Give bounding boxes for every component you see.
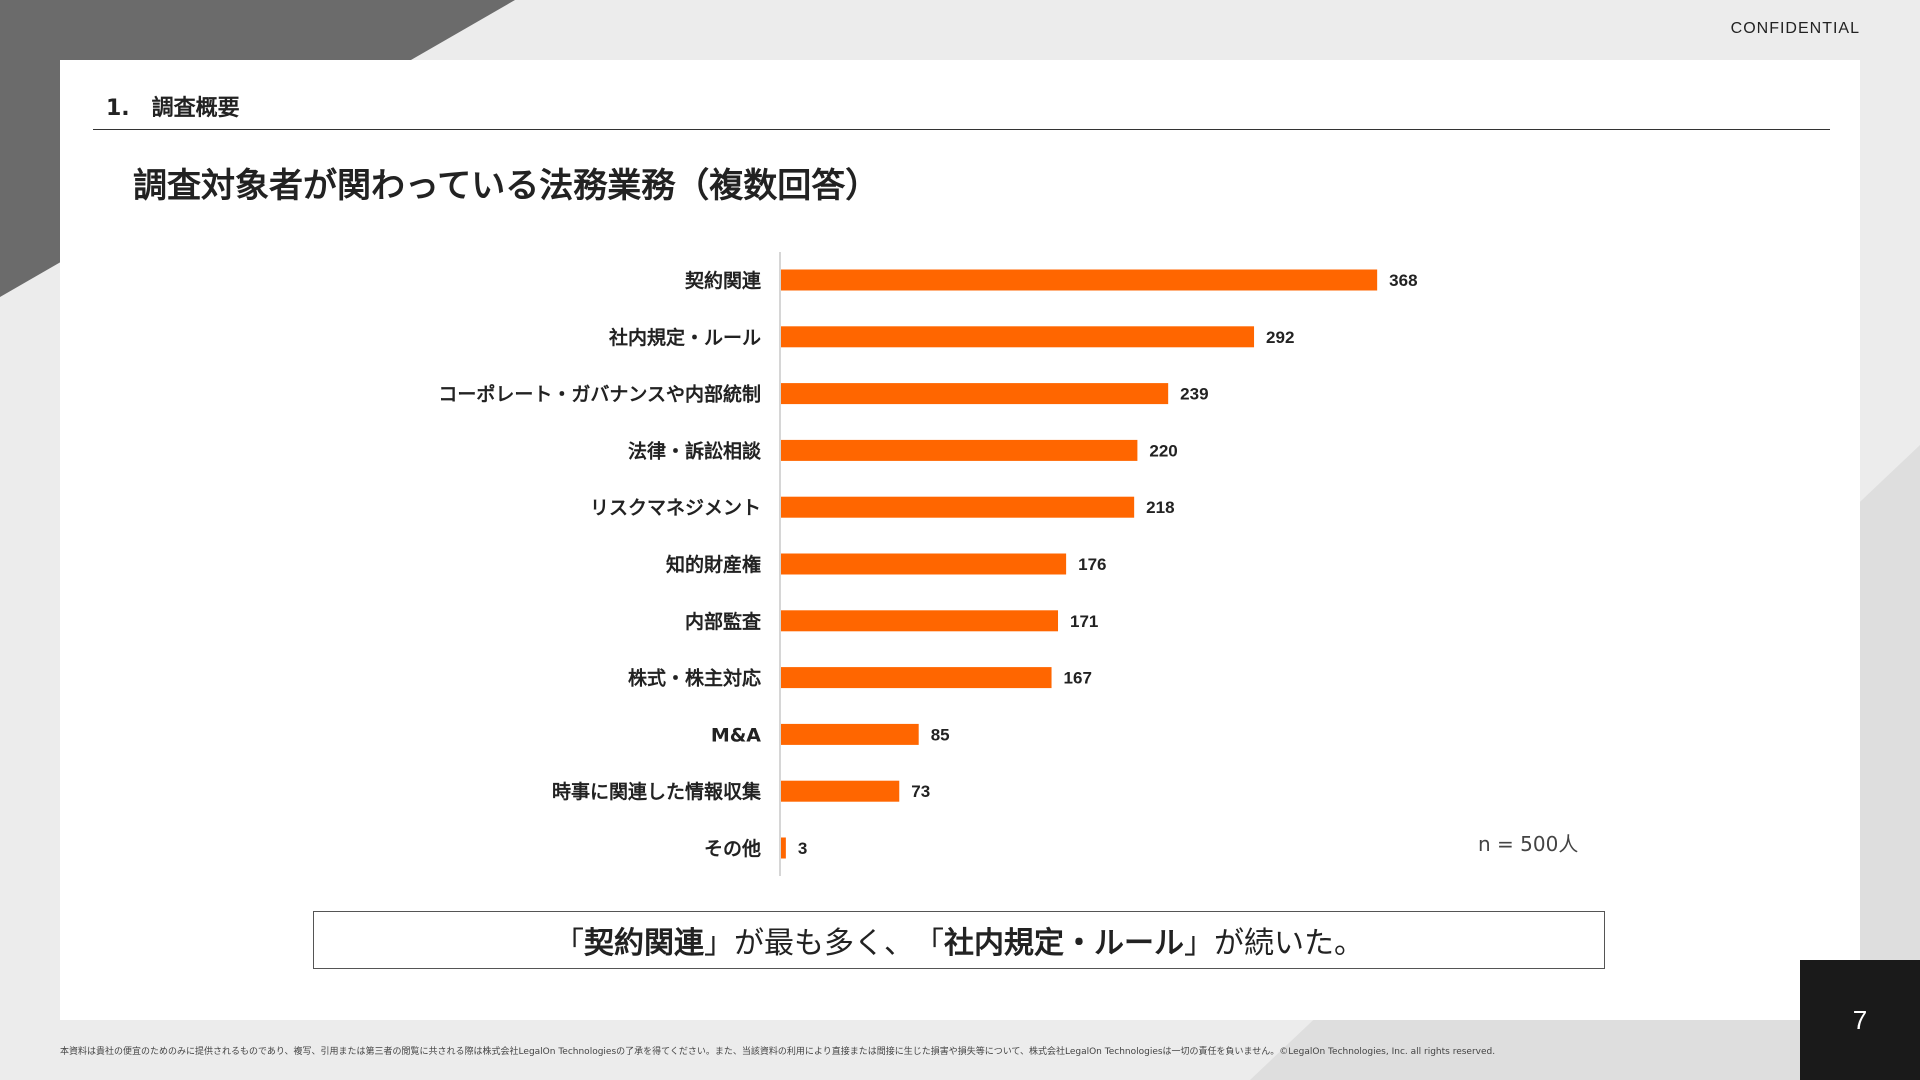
summary-highlight-1: 契約関連 [584,926,704,961]
summary-box: 「契約関連」が最も多く、「社内規定・ルール」が続いた。 [313,911,1605,969]
bar [781,269,1378,291]
data-label: 73 [911,782,930,801]
bar [781,496,1135,518]
bar [781,667,1052,689]
summary-text-2: が続いた。 [1214,926,1364,961]
bar [781,439,1138,461]
slide-title: 調査対象者が関わっている法務業務（複数回答） [133,166,880,206]
data-label: 171 [1070,612,1098,631]
summary-quote-open: 「 [554,926,584,961]
bar [781,326,1255,348]
data-label: 239 [1180,385,1208,404]
category-label: 契約関連 [684,269,762,292]
data-label: 167 [1064,669,1092,688]
page-number: 7 [1852,1004,1868,1035]
page-number-box: 7 [1800,960,1920,1080]
category-label: その他 [704,837,761,860]
summary-quote-close: 」 [704,926,734,961]
data-label: 220 [1149,441,1177,460]
bar [781,837,786,859]
bar [781,780,900,802]
category-label: 株式・株主対応 [628,667,761,690]
sample-size-note: n = 500人 [1478,832,1579,856]
category-label: 法律・訴訟相談 [628,439,762,462]
data-label: 176 [1078,555,1106,574]
summary-highlight-2: 社内規定・ルール [944,926,1184,961]
category-label: 社内規定・ルール [608,326,761,349]
data-label: 85 [931,725,950,744]
category-label: 知的財産権 [666,553,761,576]
bar [781,383,1169,405]
slide-card: 1. 調査概要 調査対象者が関わっている法務業務（複数回答） 契約関連 368 社内… [60,60,1860,1020]
data-label: 292 [1266,328,1294,347]
confidential-label: CONFIDENTIAL [1730,20,1860,37]
bar [781,553,1067,575]
bar [781,723,919,745]
category-label: 内部監査 [685,610,762,633]
section-heading: 1. 調査概要 [106,96,240,121]
data-label: 3 [798,839,807,858]
data-label: 368 [1389,271,1417,290]
data-label: 218 [1146,498,1174,517]
footer-disclaimer: 本資料は貴社の便宜のためのみに提供されるものであり、複写、引用または第三者の閲覧… [60,1047,1496,1057]
category-label: M&A [711,724,761,746]
summary-quote-open-2: 「 [914,926,944,961]
section-divider [93,129,1830,130]
bar-chart: 契約関連 368 社内規定・ルール 292 コーポレート・ガバナンスや内部統制 239 法律… [438,252,1418,876]
category-label: リスクマネジメント [590,497,761,519]
summary-text-1: が最も多く、 [734,926,914,961]
category-label: コーポレート・ガバナンスや内部統制 [438,383,761,406]
summary-quote-close-2: 」 [1184,926,1214,961]
bar [781,610,1059,632]
category-label: 時事に関連した情報収集 [552,780,762,803]
